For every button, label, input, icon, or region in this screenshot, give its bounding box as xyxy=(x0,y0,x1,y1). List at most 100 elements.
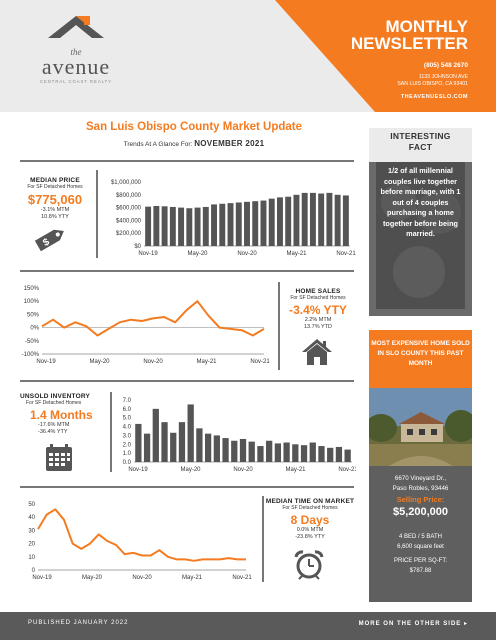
chart-bar xyxy=(252,201,259,246)
chart-bar xyxy=(301,192,308,246)
chart-bar xyxy=(285,196,292,246)
x-tick-label: Nov-21 xyxy=(338,467,356,473)
selling-price-value: $5,200,000 xyxy=(392,506,449,518)
chart-bar xyxy=(135,423,142,462)
chart-bar xyxy=(219,203,226,246)
unsold-inventory-chart: 0.0 1.0 2.0 3.0 4.0 5.0 6.0 7.0 Nov-19 May-20 Nov-… xyxy=(123,398,356,473)
x-tick-label: Nov-21 xyxy=(336,251,356,257)
footer-bar xyxy=(0,612,496,640)
chart-bar xyxy=(318,446,325,462)
chart-bar xyxy=(292,444,299,462)
chart-bar xyxy=(194,207,201,246)
home-sales-heading: HOME SALES xyxy=(295,288,341,295)
more-other-side-link[interactable]: MORE ON THE OTHER SIDE ▸ xyxy=(359,620,468,627)
x-tick-label: May-20 xyxy=(89,359,110,365)
y-tick-label: 0.0 xyxy=(123,460,132,466)
logo-tagline: CENTRAL COAST REALTY xyxy=(39,79,113,84)
svg-text:$: $ xyxy=(41,236,52,249)
most-expensive-heading: MOST EXPENSIVE HOME SOLD IN SLO COUNTY T… xyxy=(369,330,472,388)
chart-bar xyxy=(274,443,282,462)
alarm-clock-icon xyxy=(294,550,324,580)
x-tick-label: May-21 xyxy=(285,467,306,473)
median-time-sub: For SF Detached Homes xyxy=(282,505,338,511)
x-tick-label: May-21 xyxy=(182,575,203,581)
y-tick-label: -50% xyxy=(25,339,40,345)
chart-bar xyxy=(239,438,247,462)
median-price-heading: MEDIAN PRICE xyxy=(30,177,80,184)
fact-heading-line2: FACT xyxy=(408,142,433,152)
median-price-ytd: 10.8% YTY xyxy=(41,214,69,220)
newsletter-title: MONTHLY NEWSLETTER xyxy=(351,18,468,52)
median-time-mtm: 0.0% MTM xyxy=(296,527,324,533)
y-tick-label: 6.0 xyxy=(123,407,132,413)
chart-bar xyxy=(318,193,325,246)
price-per-sqft: PRICE PER SQ-FT: $787.88 xyxy=(369,556,472,576)
website-link[interactable]: THEAVENUESLO.COM xyxy=(400,94,468,100)
y-tick-label: 5.0 xyxy=(123,416,132,422)
y-tick-label: 1.0 xyxy=(123,451,132,457)
x-tick-label: Nov-19 xyxy=(138,251,158,257)
chart-bar xyxy=(268,198,275,246)
subtitle-month: NOVEMBER 2021 xyxy=(194,139,265,148)
y-tick-label: $400,000 xyxy=(116,218,142,224)
x-tick-label: Nov-20 xyxy=(132,575,152,581)
y-tick-label: 0% xyxy=(30,326,39,332)
chart-bar xyxy=(145,206,152,246)
chart-bar xyxy=(283,442,290,462)
home-sales-stats: HOME SALES For SF Detached Homes -3.4% Y… xyxy=(282,288,354,331)
chart-bar xyxy=(161,206,168,246)
median-time-heading: MEDIAN TIME ON MARKET xyxy=(265,498,355,505)
y-tick-label: $0 xyxy=(134,244,141,250)
chart-bar xyxy=(244,201,250,246)
chart-bar xyxy=(170,432,177,462)
published-date: PUBLISHED JANUARY 2022 xyxy=(28,620,129,626)
address-line2: SAN LUIS OBISPO, CA 93401 xyxy=(397,81,468,87)
stat-divider xyxy=(262,496,264,582)
y-tick-label: 0 xyxy=(32,568,36,574)
chart-bar xyxy=(309,442,316,462)
x-tick-label: Nov-19 xyxy=(32,575,52,581)
newsletter-title-line1: MONTHLY xyxy=(385,17,469,36)
chart-bar xyxy=(309,192,316,246)
x-tick-label: Nov-20 xyxy=(143,359,163,365)
x-tick-label: Nov-19 xyxy=(36,359,56,365)
chart-bar xyxy=(327,447,334,462)
y-tick-label: 150% xyxy=(24,286,40,292)
house-roof-icon xyxy=(48,16,104,38)
y-tick-label: $800,000 xyxy=(116,193,142,199)
brand-logo: the avenue CENTRAL COAST REALTY xyxy=(28,14,124,84)
section-divider xyxy=(20,160,354,162)
beds-baths: 4 BED / 5 BATH xyxy=(399,534,442,540)
unsold-inventory-mtm: -17.6% MTM xyxy=(38,422,70,428)
fact-heading-line1: INTERESTING xyxy=(390,131,451,141)
y-tick-label: $1,000,000 xyxy=(111,180,142,186)
chart-bar xyxy=(169,206,176,246)
y-tick-label: 10 xyxy=(28,555,35,561)
x-tick-label: May-21 xyxy=(196,359,217,365)
chart-bar xyxy=(344,449,351,462)
stat-divider xyxy=(278,282,280,370)
unsold-inventory-ytd: -36.4% YTY xyxy=(38,429,68,435)
chart-bar xyxy=(187,404,194,462)
home-sales-mtm: 2.2% MTM xyxy=(304,317,332,323)
chart-bar xyxy=(227,203,234,246)
chart-bar xyxy=(335,446,343,462)
y-tick-label: 50% xyxy=(27,312,40,318)
chart-bar xyxy=(178,422,186,462)
chart-bar xyxy=(266,440,273,462)
stat-divider xyxy=(96,170,98,258)
ppsf-value: $787.88 xyxy=(409,568,432,574)
home-sales-sub: For SF Detached Homes xyxy=(290,295,346,301)
market-title: San Luis Obispo County Market Update xyxy=(86,121,302,133)
unsold-inventory-value: 1.4 Months xyxy=(30,408,93,422)
chart-bar xyxy=(153,206,160,246)
chart-bar xyxy=(143,433,151,462)
y-tick-label: 7.0 xyxy=(123,398,132,404)
chart-series-line xyxy=(41,300,265,337)
fact-background-photo xyxy=(369,162,472,316)
unsold-inventory-stats: UNSOLD INVENTORY For SF Detached Homes 1… xyxy=(20,393,106,436)
calendar-icon xyxy=(46,444,72,471)
median-time-ytd: -23.8% YTY xyxy=(295,534,325,540)
median-price-mtm: -3.1% MTM xyxy=(40,207,70,213)
subtitle-prefix: Trends At A Glance For: xyxy=(123,141,193,148)
